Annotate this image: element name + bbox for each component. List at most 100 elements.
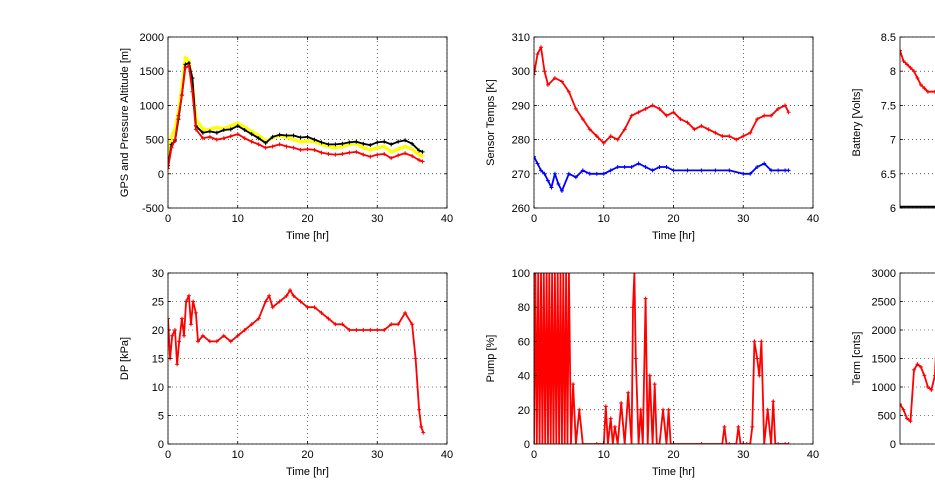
data-point <box>361 145 366 150</box>
data-point <box>535 52 540 57</box>
data-point <box>354 149 359 154</box>
data-point <box>403 138 408 143</box>
data-point <box>389 142 394 147</box>
data-point <box>915 362 920 367</box>
x-axis-label: Time [hr] <box>652 230 695 242</box>
x-tick-label: 0 <box>165 449 171 461</box>
data-point <box>382 328 387 332</box>
data-point <box>685 168 690 173</box>
data-point <box>228 123 233 128</box>
data-point <box>214 125 219 130</box>
data-point <box>783 442 788 444</box>
series-line-0 <box>534 46 790 144</box>
data-point <box>554 442 559 444</box>
data-point <box>643 106 648 111</box>
data-point <box>347 150 352 155</box>
data-point <box>536 273 541 275</box>
data-point <box>542 171 547 176</box>
data-point <box>544 273 549 275</box>
data-point <box>610 442 615 444</box>
data-point <box>207 134 212 139</box>
data-point <box>368 154 373 159</box>
data-point <box>305 305 310 310</box>
data-point <box>678 117 683 122</box>
data-point <box>636 110 641 115</box>
y-tick-label: 7.5 <box>881 100 896 112</box>
y-tick-label: 300 <box>512 66 530 78</box>
data-point <box>573 442 578 444</box>
data-point <box>200 130 205 135</box>
data-point <box>534 273 538 275</box>
data-point <box>573 175 578 180</box>
data-point <box>769 168 774 173</box>
data-point <box>664 164 669 169</box>
data-point <box>762 161 767 166</box>
data-point <box>568 442 573 444</box>
data-point <box>333 145 338 150</box>
data-point <box>580 168 585 173</box>
data-point <box>580 117 585 122</box>
data-point <box>671 168 676 173</box>
data-point <box>182 333 187 338</box>
y-tick-label: 0 <box>890 439 896 451</box>
data-point <box>417 152 422 157</box>
data-point <box>594 442 599 444</box>
plot-area <box>534 273 813 444</box>
data-point <box>200 333 205 338</box>
chart-panel-1: 0 10 20 30 40 260 270 280 290 300 310 Time [hr] Sens… <box>485 32 819 242</box>
data-point <box>654 442 659 444</box>
y-tick-label: 100 <box>512 268 530 280</box>
y-tick-label: 1000 <box>140 100 164 112</box>
x-tick-label: 20 <box>301 449 313 461</box>
data-point <box>540 442 545 444</box>
data-point <box>629 442 634 444</box>
data-point <box>354 139 359 144</box>
data-point <box>207 129 212 134</box>
y-axis-label: Term [cnts] <box>851 332 863 386</box>
data-point <box>375 328 380 332</box>
x-tick-label: 40 <box>441 449 453 461</box>
series-line-0 <box>900 353 935 423</box>
x-tick-label: 30 <box>371 213 383 225</box>
data-point <box>291 145 296 150</box>
data-point <box>368 143 373 148</box>
data-point <box>587 127 592 132</box>
data-point <box>911 69 916 74</box>
data-point <box>615 164 620 169</box>
data-point <box>189 322 194 327</box>
y-tick-label: 80 <box>518 302 530 314</box>
data-point <box>904 416 909 421</box>
data-point <box>650 168 655 173</box>
data-point <box>571 382 576 387</box>
data-point <box>911 367 916 372</box>
data-point <box>249 132 254 137</box>
data-point <box>319 140 324 145</box>
data-point <box>389 156 394 161</box>
y-tick-label: 260 <box>512 203 530 215</box>
data-point <box>291 133 296 138</box>
data-point <box>755 117 760 122</box>
data-point <box>249 139 254 144</box>
data-point <box>291 293 296 298</box>
data-point <box>551 442 556 444</box>
data-point <box>291 137 296 142</box>
y-tick-label: 6.5 <box>881 169 896 181</box>
data-point <box>168 316 170 321</box>
data-point <box>535 161 540 166</box>
data-point <box>312 137 317 142</box>
data-point <box>783 103 788 108</box>
data-point <box>403 310 408 315</box>
data-point <box>256 136 261 141</box>
data-point <box>538 45 543 50</box>
data-point <box>548 442 553 444</box>
data-point <box>557 442 562 444</box>
data-point <box>734 442 739 444</box>
data-point <box>170 333 175 338</box>
data-point <box>925 89 930 94</box>
data-point <box>699 123 704 128</box>
data-point <box>228 134 233 139</box>
data-point <box>382 144 387 149</box>
data-point <box>664 113 669 118</box>
data-point <box>228 127 233 132</box>
y-axis-label: Battery [Volts] <box>851 89 863 157</box>
